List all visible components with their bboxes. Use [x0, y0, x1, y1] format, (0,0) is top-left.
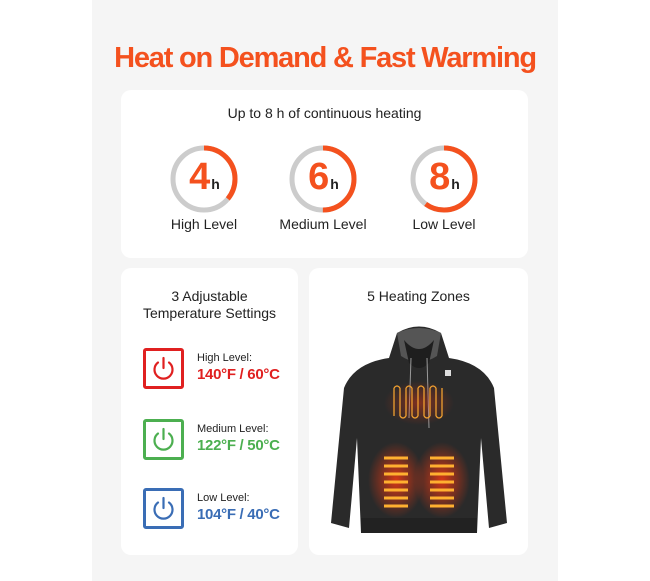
settings-heading-line1: 3 Adjustable	[171, 288, 248, 304]
level-name: Low Level:	[197, 492, 250, 504]
gauge-unit: h	[330, 176, 339, 192]
gauge-value: 8	[429, 156, 450, 198]
zones-card: 5 Heating Zones	[309, 268, 528, 555]
power-icon	[143, 419, 184, 460]
settings-heading-line2: Temperature Settings	[142, 305, 277, 321]
power-icon	[143, 348, 184, 389]
settings-card: 3 Adjustable Temperature Settings High L…	[121, 268, 298, 555]
gauge-ring-icon	[410, 145, 478, 213]
power-icon	[143, 488, 184, 529]
level-high: High Level: 140°F / 60°C	[143, 348, 293, 392]
gauge-ring-icon	[289, 145, 357, 213]
gauge-value: 6	[308, 156, 329, 198]
level-value: 122°F / 50°C	[197, 437, 280, 454]
zones-heading: 5 Heating Zones	[367, 288, 470, 304]
gauge-label: Medium Level	[279, 216, 367, 232]
gauge-ring-icon	[170, 145, 238, 213]
page-title: Heat on Demand & Fast Warming	[114, 42, 537, 74]
runtime-heading: Up to 8 h of continuous heating	[227, 105, 422, 121]
level-name: Medium Level:	[197, 423, 269, 435]
level-medium: Medium Level: 122°F / 50°C	[143, 419, 293, 463]
gauge-unit: h	[451, 176, 460, 192]
level-name: High Level:	[197, 352, 253, 364]
gauge-unit: h	[211, 176, 220, 192]
level-low: Low Level: 104°F / 40°C	[143, 488, 293, 532]
gauge-label: High Level	[170, 216, 238, 232]
hoodie-image	[331, 326, 507, 533]
gauge-label: Low Level	[412, 216, 476, 232]
controller-button	[445, 370, 451, 376]
level-value: 140°F / 60°C	[197, 366, 280, 383]
gauge-value: 4	[189, 156, 210, 198]
level-value: 104°F / 40°C	[197, 506, 280, 523]
